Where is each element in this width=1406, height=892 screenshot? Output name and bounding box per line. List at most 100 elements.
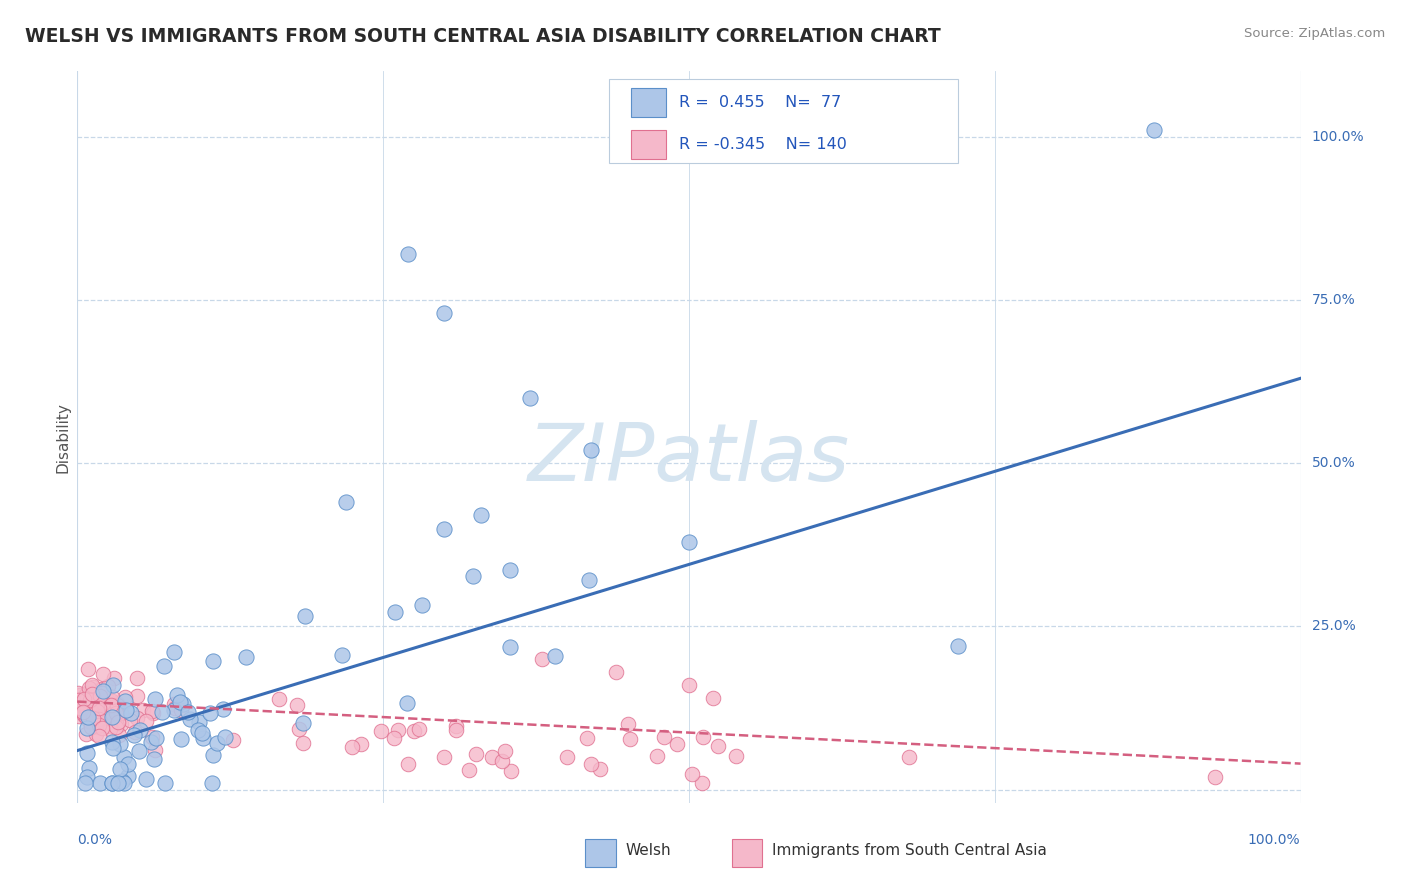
Point (72, 706, 94, 720)
Point (122, 728, 145, 742)
Point (91, 696, 114, 710)
Point (544, 649, 567, 664)
Point (107, 715, 129, 730)
Point (654, 731, 676, 745)
Point (87, 700, 110, 714)
Point (163, 700, 186, 714)
Point (120, 713, 142, 727)
Point (89, 712, 111, 726)
Point (87, 706, 110, 720)
Point (67, 692, 90, 706)
Bar (631, 87, 665, 117)
Point (135, 772, 157, 786)
Point (83, 718, 105, 732)
Point (201, 747, 224, 762)
Point (619, 732, 641, 747)
Point (177, 705, 200, 719)
Point (120, 706, 142, 720)
Point (198, 706, 221, 721)
Point (589, 762, 612, 776)
Point (499, 640, 522, 655)
Text: 0.0%: 0.0% (77, 833, 112, 847)
Point (80, 698, 103, 713)
Point (127, 711, 149, 725)
Point (105, 696, 128, 710)
Point (555, 750, 578, 764)
Point (457, 763, 479, 777)
Point (77, 710, 100, 724)
Point (69, 701, 91, 715)
Point (898, 750, 921, 764)
Point (382, 731, 405, 745)
Point (433, 750, 456, 764)
Point (470, 508, 492, 523)
Point (96, 711, 118, 725)
Point (579, 443, 602, 458)
Point (67, 686, 90, 700)
Point (127, 671, 149, 685)
Point (100, 694, 122, 708)
Point (114, 690, 136, 705)
Point (87, 682, 110, 697)
Point (384, 605, 406, 619)
Point (127, 690, 149, 704)
Point (93, 711, 115, 725)
Point (396, 697, 419, 711)
Point (519, 391, 541, 405)
Point (214, 730, 236, 744)
Point (396, 756, 419, 771)
Point (108, 737, 131, 751)
Point (285, 698, 308, 713)
Point (77, 681, 100, 695)
Point (82, 711, 104, 725)
Point (70, 694, 93, 708)
Point (75, 689, 97, 703)
Point (465, 747, 488, 761)
Point (90, 685, 112, 699)
Point (187, 723, 209, 738)
Point (90, 714, 112, 729)
Point (108, 728, 131, 742)
Point (90, 721, 112, 735)
Point (80, 704, 103, 718)
Point (135, 714, 157, 728)
Point (82, 681, 104, 695)
Point (124, 724, 146, 739)
Point (80, 690, 103, 704)
Point (98, 719, 121, 733)
Point (76, 686, 98, 700)
Point (75, 698, 97, 712)
Point (90, 702, 112, 716)
Point (690, 775, 713, 789)
Point (80, 720, 103, 734)
Point (143, 752, 166, 766)
Point (72, 698, 94, 713)
Point (111, 774, 134, 789)
Point (73, 692, 96, 706)
Point (495, 743, 517, 757)
Point (117, 756, 139, 771)
Point (103, 707, 125, 722)
Point (408, 722, 430, 736)
Point (80, 698, 103, 712)
Point (107, 776, 129, 790)
Point (101, 776, 124, 790)
Point (100, 698, 122, 712)
Point (692, 730, 714, 744)
Text: Welsh: Welsh (626, 843, 671, 858)
Point (387, 723, 409, 737)
Point (128, 723, 150, 738)
Point (707, 739, 730, 753)
Point (96, 693, 118, 707)
Point (108, 763, 131, 777)
Point (579, 756, 602, 771)
Point (91, 684, 114, 698)
Point (446, 719, 468, 733)
Point (335, 495, 357, 509)
Point (142, 706, 165, 720)
Point (110, 706, 132, 721)
Point (163, 645, 186, 659)
Point (80, 677, 103, 691)
Point (153, 776, 176, 790)
Point (491, 755, 513, 769)
